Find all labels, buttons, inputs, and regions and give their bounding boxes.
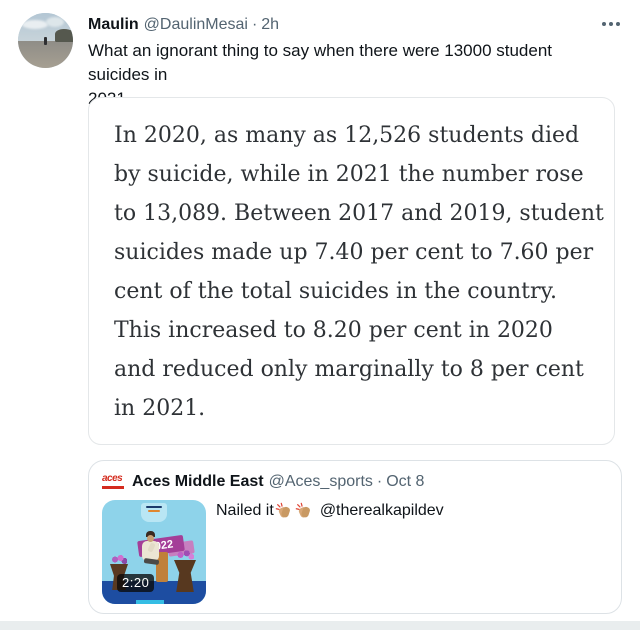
tweet-text-line: What an ignorant thing to say when there… — [88, 41, 553, 84]
quoted-text: Nailed it — [216, 502, 274, 519]
tweet-header: Maulin @DaulinMesai · 2h — [88, 14, 279, 36]
video-thumbnail[interactable]: 2022 2:20 — [102, 500, 206, 604]
speaker-face — [147, 535, 154, 542]
clap-emoji-icon — [295, 502, 313, 520]
avatar-cloud — [46, 17, 64, 27]
aces-logo: aces — [102, 474, 126, 491]
stage-flowers-right — [176, 550, 194, 561]
article-line: cent of the total suicides in the countr… — [114, 279, 558, 304]
article-line: In 2020, as many as 12,526 students died — [114, 123, 580, 148]
article-line: and reduced only marginally to 8 per cen… — [114, 357, 584, 382]
mention: @therealkapildev — [319, 502, 444, 519]
stage-flowers-left — [111, 555, 127, 565]
bottom-strip — [0, 621, 640, 630]
avatar-person — [44, 37, 47, 45]
speaker-legs — [143, 557, 160, 566]
more-icon[interactable] — [600, 20, 622, 28]
avatar[interactable] — [18, 13, 73, 68]
quoted-tweet-header: aces Aces Middle East @Aces_sports · Oct… — [102, 473, 424, 491]
quoted-tweet-text: Nailed it @therealka — [216, 502, 444, 520]
avatar-beach — [18, 41, 73, 68]
video-duration-badge: 2:20 — [117, 574, 155, 592]
article-line: by suicide, while in 2021 the number ros… — [114, 162, 584, 187]
aces-logo-bar — [102, 485, 124, 489]
quoted-timestamp: Oct 8 — [386, 473, 425, 490]
quoted-author-handle: @Aces_sports — [268, 473, 373, 490]
article-line: suicides made up 7.40 per cent to 7.60 p… — [114, 240, 594, 265]
quoted-author-name[interactable]: Aces Middle East — [132, 473, 264, 490]
quoted-tweet-card[interactable]: aces Aces Middle East @Aces_sports · Oct… — [88, 460, 622, 614]
quoted-header-separator: · — [376, 473, 383, 490]
article-image-card[interactable]: In 2020, as many as 12,526 students died… — [88, 97, 615, 445]
tweet-timestamp[interactable]: 2h — [261, 16, 280, 33]
article-line: This increased to 8.20 per cent in 2020 — [114, 318, 553, 343]
stage-floor-strip — [136, 600, 164, 604]
speaker-hair — [146, 531, 155, 537]
header-separator: · — [251, 16, 258, 33]
avatar-cloud — [22, 20, 48, 29]
stage-chair — [156, 552, 168, 582]
article-line: to 13,089. Between 2017 and 2019, studen… — [114, 201, 604, 226]
clap-emoji-icon — [275, 502, 293, 520]
stage-shield-logo — [141, 503, 167, 522]
tweet-text: What an ignorant thing to say when there… — [88, 39, 618, 111]
article-line: in 2021. — [114, 396, 206, 421]
author-name[interactable]: Maulin — [88, 16, 139, 33]
author-handle[interactable]: @DaulinMesai — [143, 16, 248, 33]
stage-table-right — [174, 560, 196, 592]
aces-logo-text: aces — [102, 473, 123, 484]
avatar-hill — [55, 29, 73, 42]
